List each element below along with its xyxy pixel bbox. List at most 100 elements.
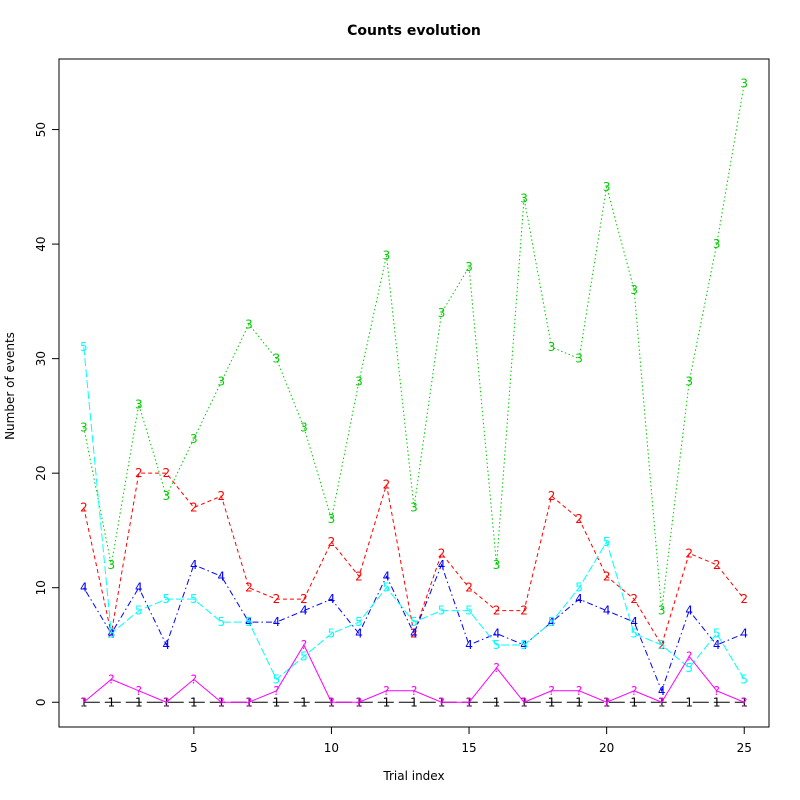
data-point-marker: 2 — [218, 489, 226, 503]
data-point-marker: 1 — [163, 695, 171, 709]
data-point-marker: 5 — [245, 615, 253, 629]
data-point-marker: 2 — [383, 478, 391, 492]
series-lines — [83, 83, 745, 703]
data-point-marker: 4 — [383, 569, 391, 583]
data-point-marker: 1 — [410, 695, 418, 709]
data-point-marker: ? — [603, 695, 609, 709]
data-point-marker: 2 — [80, 501, 88, 515]
data-point-marker: 2 — [410, 627, 418, 641]
data-point-marker: 5 — [355, 615, 363, 629]
data-point-marker: 1 — [685, 695, 693, 709]
data-point-marker: 2 — [273, 592, 281, 606]
data-point-marker: 5 — [493, 638, 501, 652]
data-point-marker: 1 — [245, 695, 253, 709]
data-point-marker: 3 — [493, 558, 501, 572]
data-point-marker: 2 — [575, 512, 583, 526]
data-point-marker: 5 — [713, 627, 721, 641]
data-point-marker: 3 — [355, 375, 363, 389]
data-point-marker: 1 — [355, 695, 363, 709]
data-point-marker: 3 — [218, 375, 226, 389]
data-point-marker: 3 — [80, 420, 88, 434]
data-point-marker: 3 — [658, 604, 666, 618]
data-point-marker: 1 — [218, 695, 226, 709]
x-tick-label: 25 — [737, 741, 752, 755]
data-point-marker: ? — [383, 684, 389, 698]
data-point-marker: 5 — [163, 592, 171, 606]
data-point-marker: 2 — [135, 466, 143, 480]
data-point-marker: 1 — [548, 695, 556, 709]
y-axis-title: Number of events — [3, 332, 17, 440]
data-point-marker: 1 — [465, 695, 473, 709]
data-point-marker: 3 — [410, 501, 418, 515]
data-point-marker: 5 — [438, 604, 446, 618]
data-point-marker: 2 — [300, 592, 308, 606]
data-point-marker: ? — [136, 684, 142, 698]
data-point-marker: 4 — [740, 627, 748, 641]
y-tick-label: 30 — [34, 351, 48, 366]
data-point-marker: 2 — [107, 627, 115, 641]
data-point-marker: 4 — [630, 615, 638, 629]
data-point-marker: ? — [521, 695, 527, 709]
data-point-marker: ? — [218, 695, 224, 709]
data-point-marker: 5 — [575, 581, 583, 595]
data-point-marker: 4 — [410, 627, 418, 641]
data-point-marker: 4 — [273, 615, 281, 629]
data-point-marker: 3 — [190, 432, 198, 446]
data-point-marker: 2 — [438, 546, 446, 560]
data-point-marker: ? — [658, 695, 664, 709]
data-point-marker: 4 — [493, 627, 501, 641]
x-axis-title: Trial index — [382, 769, 444, 783]
data-point-marker: ? — [356, 695, 362, 709]
data-point-marker: 5 — [383, 581, 391, 595]
data-point-marker: 4 — [575, 592, 583, 606]
data-point-marker: 1 — [630, 695, 638, 709]
data-point-marker: 4 — [520, 638, 528, 652]
data-point-marker: 5 — [603, 535, 611, 549]
data-point-marker: 5 — [520, 638, 528, 652]
data-point-marker: ? — [438, 695, 444, 709]
data-point-marker: 5 — [548, 615, 556, 629]
data-point-marker: 3 — [135, 397, 143, 411]
data-point-marker: 1 — [658, 695, 666, 709]
data-point-marker: 4 — [438, 558, 446, 572]
data-point-marker: 1 — [300, 695, 308, 709]
data-point-marker: ? — [714, 684, 720, 698]
data-point-marker: 2 — [548, 489, 556, 503]
data-point-marker: 1 — [438, 695, 446, 709]
data-point-marker: 4 — [355, 627, 363, 641]
data-point-marker: 2 — [685, 546, 693, 560]
data-point-marker: 2 — [520, 604, 528, 618]
data-point-marker: 3 — [740, 77, 748, 91]
data-point-marker: 3 — [713, 237, 721, 251]
data-point-marker: 1 — [383, 695, 391, 709]
data-point-marker: 4 — [548, 615, 556, 629]
data-point-marker: 2 — [658, 638, 666, 652]
y-tick-label: 20 — [34, 466, 48, 481]
data-point-marker: 2 — [740, 592, 748, 606]
data-point-marker: 2 — [465, 581, 473, 595]
data-point-marker: 4 — [80, 581, 88, 595]
data-point-marker: 3 — [465, 260, 473, 274]
data-point-marker: 1 — [107, 695, 115, 709]
y-axis: 0 10 20 30 40 50 — [34, 122, 60, 706]
data-point-marker: 3 — [520, 191, 528, 205]
data-point-marker: 2 — [328, 535, 336, 549]
data-point-marker: ? — [191, 672, 197, 686]
data-point-marker: ? — [163, 695, 169, 709]
y-tick-label: 10 — [34, 580, 48, 595]
data-point-marker: 2 — [245, 581, 253, 595]
data-point-marker: 4 — [135, 581, 143, 595]
data-point-marker: 2 — [713, 558, 721, 572]
x-tick-label: 10 — [324, 741, 339, 755]
data-point-marker: 3 — [603, 180, 611, 194]
y-tick-label: 40 — [34, 236, 48, 251]
x-tick-label: 5 — [190, 741, 198, 755]
data-point-marker: 1 — [135, 695, 143, 709]
data-point-marker: 5 — [328, 627, 336, 641]
series-line-2 — [83, 472, 745, 647]
data-point-marker: 1 — [603, 695, 611, 709]
data-point-marker: ? — [108, 672, 114, 686]
data-point-marker: 5 — [218, 615, 226, 629]
x-tick-label: 20 — [599, 741, 614, 755]
